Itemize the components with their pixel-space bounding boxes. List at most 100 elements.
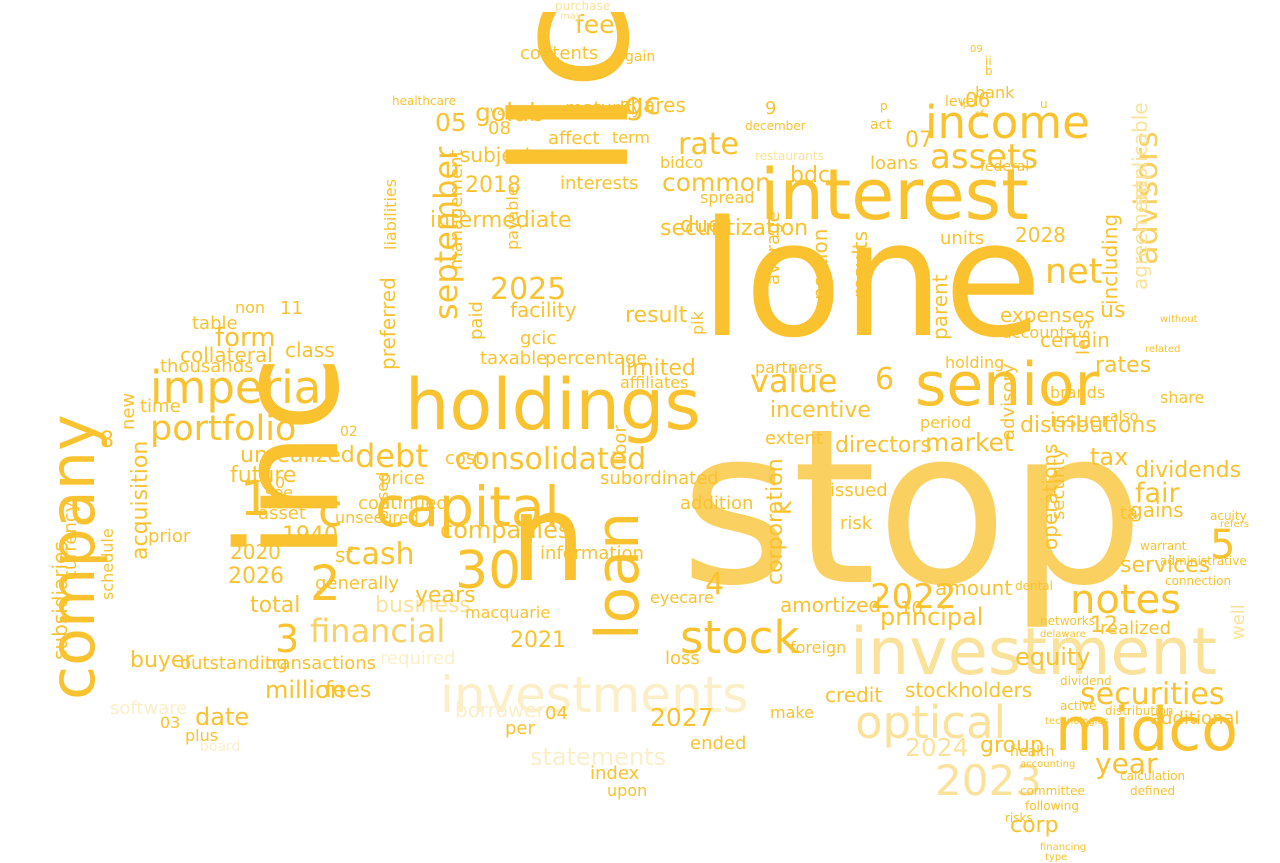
cloud-word: additional — [1150, 708, 1240, 729]
cloud-word: due — [680, 213, 722, 238]
cloud-word: optical — [855, 696, 1007, 749]
cloud-word: limited — [620, 356, 696, 381]
cloud-word: year — [1095, 747, 1158, 780]
cloud-word: years — [415, 583, 476, 608]
cloud-word: stop — [680, 382, 1145, 633]
cloud-word: class — [285, 338, 335, 362]
cloud-word: gain — [625, 49, 656, 65]
cloud-word: notes — [1070, 577, 1181, 623]
cloud-word: 8 — [100, 428, 114, 453]
cloud-word: act — [870, 117, 892, 133]
cloud-word: taxable — [480, 348, 548, 369]
cloud-word: transactions — [265, 653, 377, 674]
cloud-word: 2024 — [905, 733, 969, 762]
cloud-word: holding — [945, 353, 1005, 372]
cloud-word: 2025 — [490, 272, 567, 307]
cloud-word: midco — [1055, 695, 1238, 765]
cloud-word: index — [590, 763, 640, 784]
cloud-word: percentage — [545, 348, 648, 369]
cloud-word: outstanding — [180, 653, 288, 674]
cloud-word: realized — [1100, 618, 1172, 639]
cloud-word: principal — [880, 603, 984, 631]
cloud-word: k — [768, 500, 797, 515]
cloud-word: software — [110, 698, 188, 719]
cloud-word: n — [510, 470, 587, 609]
cloud-word: future — [230, 463, 297, 488]
cloud-word: refers — [1220, 519, 1250, 530]
cloud-word: loans — [870, 153, 918, 174]
cloud-word: defined — [1130, 784, 1176, 798]
cloud-word: 06 — [965, 88, 991, 112]
cloud-word: related — [1145, 344, 1181, 355]
cloud-word: advisory — [998, 363, 1019, 440]
cloud-word: upon — [607, 781, 648, 800]
cloud-word: tax — [1090, 443, 1129, 471]
cloud-word: services — [1120, 553, 1211, 578]
cloud-word: cash — [345, 537, 415, 572]
cloud-word: 3 — [275, 617, 300, 661]
cloud-word: administrative — [1160, 554, 1247, 568]
cloud-word: less — [1073, 320, 1094, 355]
cloud-word: 08 — [488, 118, 511, 139]
cloud-word: share — [1160, 388, 1205, 407]
cloud-word: preferred — [376, 277, 400, 370]
cloud-word: 03 — [160, 713, 181, 732]
cloud-word: gcic — [520, 328, 557, 349]
cloud-word: spread — [700, 188, 755, 207]
cloud-word: see — [265, 483, 294, 502]
cloud-word: type — [1045, 852, 1068, 863]
cloud-word: affect — [548, 128, 600, 149]
cloud-word: warrant — [1140, 539, 1187, 553]
cloud-word: networks — [1040, 614, 1095, 628]
cloud-word: results — [848, 230, 872, 298]
cloud-word: term — [612, 128, 650, 147]
cloud-word: 5 — [1210, 522, 1236, 568]
cloud-word: facility — [510, 298, 577, 322]
cloud-word: subject — [460, 143, 533, 167]
cloud-word: 2021 — [510, 628, 566, 653]
cloud-word: dental — [1015, 579, 1053, 593]
cloud-word: fee — [575, 10, 615, 39]
cloud-word: issued — [830, 480, 888, 501]
cloud-word: required — [380, 648, 456, 669]
cloud-word: loss — [665, 648, 700, 669]
cloud-word: 1 — [240, 471, 271, 527]
cloud-word: credit — [825, 683, 883, 707]
cloud-word: contents — [520, 43, 599, 64]
cloud-word: 9 — [765, 98, 777, 119]
cloud-word: collateral — [180, 343, 273, 367]
cloud-word: intermediate — [430, 208, 572, 233]
cloud-word: interest — [760, 154, 1029, 236]
cloud-word: expenses — [1000, 303, 1095, 327]
cloud-word: fair — [1135, 478, 1180, 509]
cloud-word: purchase — [555, 0, 611, 13]
cloud-word: gc — [625, 87, 661, 122]
cloud-word: accounting — [1020, 759, 1076, 770]
cloud-word: without — [1160, 314, 1198, 325]
cloud-word: stock — [680, 611, 800, 664]
cloud-word: income — [925, 96, 1090, 149]
cloud-word: directors — [835, 433, 932, 458]
cloud-word: partners — [755, 358, 823, 377]
cloud-word: per — [505, 718, 535, 739]
cloud-word: management — [446, 149, 467, 270]
cloud-word: delaware — [1040, 629, 1086, 640]
cloud-word: b — [985, 64, 993, 78]
cloud-word: 2027 — [650, 703, 714, 732]
cloud-word: corporation — [763, 458, 788, 585]
cloud-word: schedule — [98, 528, 117, 600]
cloud-word: 2023 — [935, 756, 1042, 805]
cloud-word: 2022 — [870, 577, 957, 617]
cloud-word: stockholders — [905, 678, 1033, 702]
cloud-word: 0 — [275, 473, 286, 492]
cloud-word: agreement — [1128, 180, 1152, 290]
cloud-word: generally — [315, 573, 400, 594]
cloud-word: subordinated — [600, 468, 719, 489]
cloud-word: 30 — [455, 541, 522, 601]
cloud-word: 2026 — [228, 564, 284, 589]
cloud-word: eyecare — [650, 588, 714, 607]
cloud-word: committee — [1020, 784, 1085, 798]
cloud-word: dividends — [1135, 458, 1242, 483]
cloud-word: level — [945, 94, 979, 110]
cloud-word: securities — [1080, 677, 1225, 712]
